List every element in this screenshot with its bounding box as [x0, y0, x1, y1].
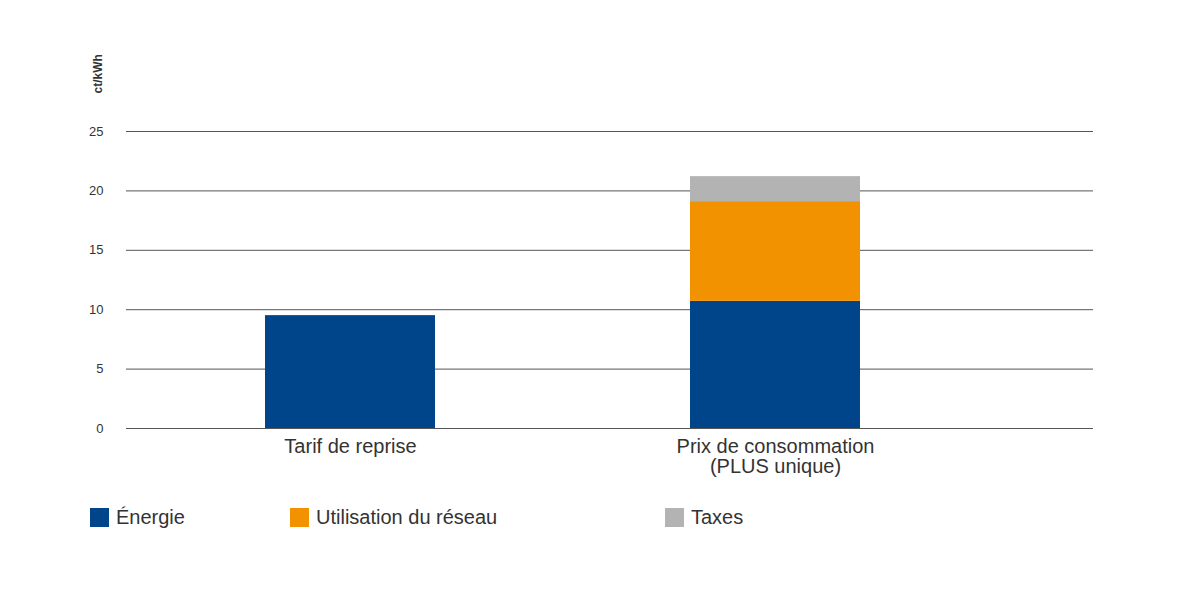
svg-text:20: 20 [89, 183, 103, 198]
svg-text:ct/kWh: ct/kWh [91, 54, 105, 93]
svg-text:5: 5 [96, 361, 103, 376]
svg-text:Tarif de reprise: Tarif de reprise [284, 435, 416, 457]
svg-text:25: 25 [89, 124, 103, 139]
svg-text:0: 0 [96, 421, 103, 436]
html-text:Énergie: Énergie [116, 506, 185, 528]
svg-text:15: 15 [89, 242, 103, 257]
svg-text:Prix de consommation(PLUS uniq: Prix de consommation(PLUS unique) [677, 435, 875, 477]
html-text:Utilisation du réseau: Utilisation du réseau [316, 506, 498, 528]
html-text:Taxes: Taxes [691, 506, 744, 528]
svg-text:10: 10 [89, 302, 103, 317]
